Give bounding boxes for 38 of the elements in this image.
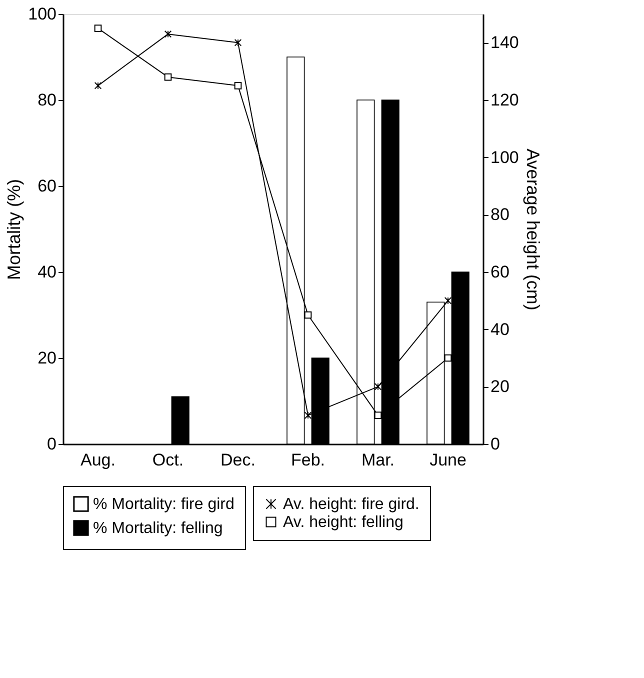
y-tick-label: 0 bbox=[47, 434, 56, 454]
point bbox=[164, 30, 172, 38]
x-tick-label: Feb. bbox=[290, 450, 326, 470]
y-tick-label: 40 bbox=[38, 262, 56, 282]
legend-label: % Mortality: fire gird bbox=[93, 496, 234, 513]
y2-axis-title: Average height (cm) bbox=[522, 148, 543, 310]
x-tick-label: Dec. bbox=[220, 450, 256, 470]
point bbox=[374, 383, 382, 390]
y-tick-label: 100 bbox=[28, 4, 56, 24]
y2-tick-label: 100 bbox=[490, 148, 519, 167]
y-tick-label: 80 bbox=[38, 90, 56, 110]
point bbox=[94, 82, 102, 90]
y2-tick-label: 0 bbox=[490, 434, 500, 454]
y-tick-label: 20 bbox=[38, 348, 56, 368]
y-tick-label: 60 bbox=[38, 176, 56, 196]
x-tick-label: June bbox=[430, 450, 466, 470]
point bbox=[444, 354, 452, 362]
y2-tick-label: 120 bbox=[490, 90, 519, 110]
x-tick-label: Oct. bbox=[152, 450, 184, 470]
y2-tick-label: 40 bbox=[490, 320, 510, 339]
y2-tick-label: 60 bbox=[490, 262, 510, 282]
point bbox=[234, 39, 242, 46]
legend-label: % Mortality: felling bbox=[93, 520, 223, 537]
point bbox=[304, 311, 312, 319]
point bbox=[304, 412, 312, 419]
point bbox=[444, 297, 452, 304]
point bbox=[234, 82, 242, 90]
legend-label: Av. height: fire gird. bbox=[283, 496, 420, 513]
y2-tick-label: 20 bbox=[490, 377, 510, 396]
x-tick-label: Mar. bbox=[361, 450, 395, 470]
y2-tick-label: 80 bbox=[490, 205, 510, 224]
point bbox=[94, 24, 102, 32]
legend-label: Av. height: felling bbox=[283, 514, 404, 531]
x-tick-label: Aug. bbox=[80, 450, 116, 470]
y-axis-title: Mortality (%) bbox=[4, 178, 24, 280]
y2-tick-label: 140 bbox=[490, 33, 519, 52]
point bbox=[374, 412, 382, 419]
point bbox=[164, 73, 172, 81]
